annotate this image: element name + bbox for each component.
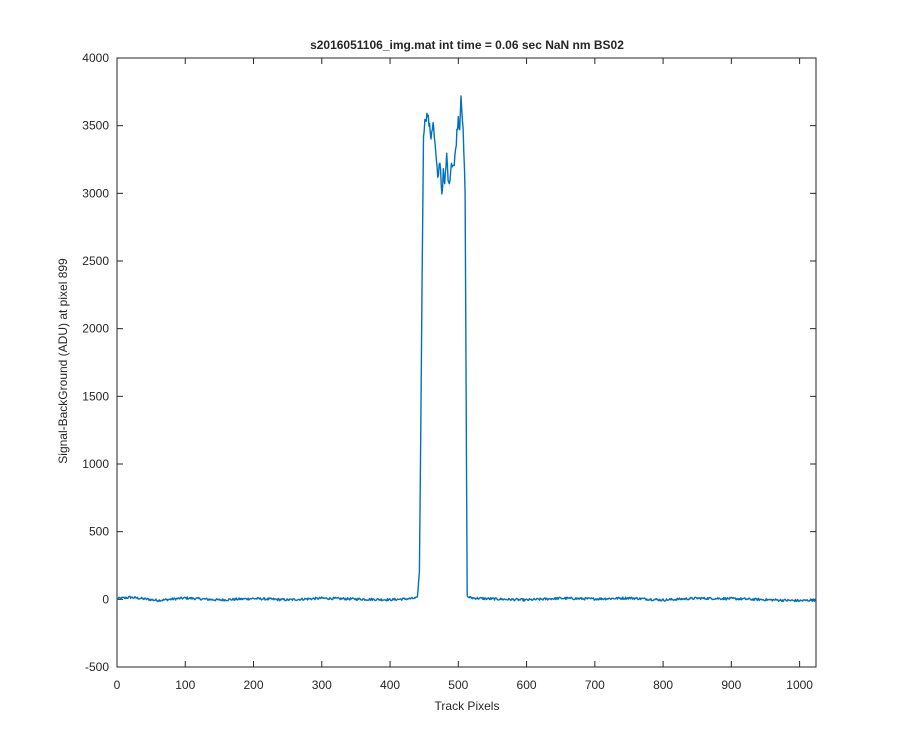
y-tick-label: 1000: [82, 457, 109, 471]
series-line: [116, 95, 817, 603]
y-tick-label: 0: [102, 592, 109, 606]
x-tick-label: 500: [448, 678, 468, 692]
x-tick-label: 700: [585, 678, 605, 692]
x-tick-label: 300: [312, 678, 332, 692]
y-tick-label: 2000: [82, 322, 109, 336]
chart-title: s2016051106_img.mat int time = 0.06 sec …: [310, 38, 624, 52]
y-axis-label: Signal-BackGround (ADU) at pixel 899: [56, 258, 70, 464]
y-tick-label: 3500: [82, 119, 109, 133]
y-tick-label: 2500: [82, 254, 109, 268]
x-tick-label: 900: [721, 678, 741, 692]
x-tick-label: 800: [653, 678, 673, 692]
x-tick-label: 100: [175, 678, 195, 692]
x-tick-label: 200: [244, 678, 264, 692]
y-tick-label: 1500: [82, 389, 109, 403]
plot-area: 0 100 200 300 400 500 600 700 800 900 1000 -500 0 500…: [82, 51, 817, 692]
y-tick-label: 500: [89, 525, 109, 539]
y-tick-label: 4000: [82, 51, 109, 65]
x-tick-label: 400: [380, 678, 400, 692]
x-tick-label: 0: [114, 678, 121, 692]
y-tick-label: 3000: [82, 186, 109, 200]
y-tick-label: -500: [85, 660, 109, 674]
x-tick-label: 600: [517, 678, 537, 692]
x-tick-label: 1000: [786, 678, 813, 692]
x-axis-label: Track Pixels: [435, 699, 500, 713]
